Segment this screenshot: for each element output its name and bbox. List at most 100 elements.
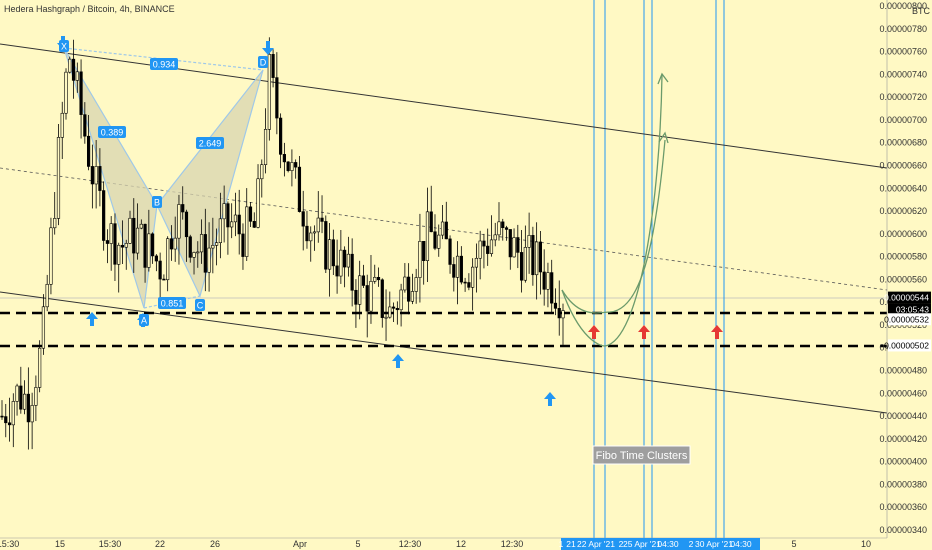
price-tag-bg: [888, 339, 931, 352]
candle-body: [391, 306, 396, 309]
harmonic-point-label: X: [61, 42, 67, 52]
candle-body: [327, 239, 332, 270]
price-tag-label: 0.00000532: [884, 314, 929, 324]
y-axis-panel[interactable]: [887, 0, 932, 550]
candle-body: [380, 279, 384, 318]
candle-body: [154, 255, 158, 262]
candle-body: [557, 308, 561, 319]
fibo-time-clusters-annotation[interactable]: Fibo Time Clusters: [592, 445, 691, 465]
harmonic-label-bg: [152, 196, 162, 208]
candle-body: [358, 275, 362, 305]
candle-body: [71, 58, 76, 81]
candle-body: [444, 221, 448, 240]
candle-body: [478, 240, 482, 259]
candle-body: [497, 221, 501, 236]
y-tick-label: 0.00000360: [879, 502, 927, 512]
candle-body: [301, 211, 305, 227]
red-up-arrows: [588, 325, 723, 339]
candle-body: [162, 278, 166, 281]
x-tick-label: 15: [55, 539, 65, 549]
candle-body: [60, 112, 64, 138]
candle-body: [248, 206, 253, 222]
candle-body: [550, 272, 554, 304]
candle-body: [376, 276, 381, 281]
candle-body: [501, 221, 505, 229]
candle-body: [22, 393, 27, 410]
harmonic-point-label: D: [260, 58, 267, 68]
candle-body: [215, 242, 219, 246]
x-highlight-label: 22 Apr '21: [577, 539, 615, 549]
y-tick-label: 0.00000600: [879, 229, 927, 239]
candle-body: [245, 206, 249, 257]
candle-body: [482, 240, 486, 247]
candle-body: [516, 237, 520, 253]
pattern-ac-line: [143, 295, 201, 309]
ratio-label: 0.851: [161, 299, 184, 309]
candle-body: [233, 214, 238, 223]
annotation-text: Fibo Time Clusters: [596, 450, 688, 462]
candle-body: [350, 253, 354, 291]
candle-body: [519, 252, 524, 281]
candle-body: [433, 231, 437, 249]
candle-body: [538, 241, 543, 273]
price-tag-bg: [888, 313, 931, 326]
candle-body: [467, 282, 471, 288]
x-tick-label: 15:30: [99, 539, 122, 549]
candle-body: [151, 233, 155, 257]
x-tick-label: 26: [210, 539, 220, 549]
candle-body: [316, 217, 320, 233]
candle-body: [531, 235, 535, 276]
harmonic-point-label: B: [154, 198, 160, 208]
x-highlight-label: 04:30: [657, 539, 679, 549]
candle-body: [395, 307, 399, 311]
candle-body: [369, 281, 373, 312]
blue-up-arrow-icon: [86, 312, 98, 326]
y-tick-label: 0.00000380: [879, 479, 927, 489]
x-tick-label: 12:30: [501, 539, 524, 549]
candle-body: [124, 243, 128, 248]
price-tag-label: 0.00000502: [884, 340, 929, 350]
candle-body: [184, 211, 189, 238]
candle-body: [373, 276, 377, 282]
harmonic-point-labels: X A B C D: [59, 40, 268, 326]
candle-body: [181, 204, 185, 213]
candle-body: [147, 233, 151, 268]
candle-body: [282, 154, 286, 163]
candle-body: [45, 284, 49, 308]
candle-body: [109, 223, 113, 244]
candle-body: [49, 227, 53, 285]
projection-path-2: [561, 74, 663, 347]
channel-mid-line: [0, 167, 888, 291]
candle-body: [120, 244, 125, 248]
candle-body: [41, 306, 46, 349]
candle-body: [38, 347, 42, 388]
candle-body: [279, 117, 283, 155]
blue-down-arrow-icon: [262, 41, 274, 55]
candle-body: [30, 405, 34, 423]
candle-body: [410, 291, 414, 302]
candle-body: [343, 249, 347, 268]
candle-body: [241, 233, 245, 257]
y-tick-label: 0.00000780: [879, 24, 927, 34]
x-axis-highlight-range: [561, 538, 760, 550]
projection-paths[interactable]: [561, 72, 669, 347]
candle-body: [203, 234, 207, 273]
candle-body: [143, 223, 147, 268]
y-tick-label: 0.00000720: [879, 92, 927, 102]
candle-body: [105, 240, 110, 244]
candle-body: [440, 221, 445, 236]
candle-body: [173, 237, 177, 250]
candle-body: [132, 217, 136, 254]
candle-body: [286, 161, 290, 171]
candle-body: [0, 415, 4, 418]
candle-body: [53, 218, 57, 229]
candle-body: [207, 247, 211, 273]
y-tick-label: 0.00000740: [879, 69, 927, 79]
candle-body: [399, 289, 403, 311]
candle-body: [489, 239, 494, 254]
projection-arrowhead-2: [658, 131, 669, 144]
candle-body: [561, 310, 565, 319]
ratio-label-bg: [196, 137, 224, 149]
